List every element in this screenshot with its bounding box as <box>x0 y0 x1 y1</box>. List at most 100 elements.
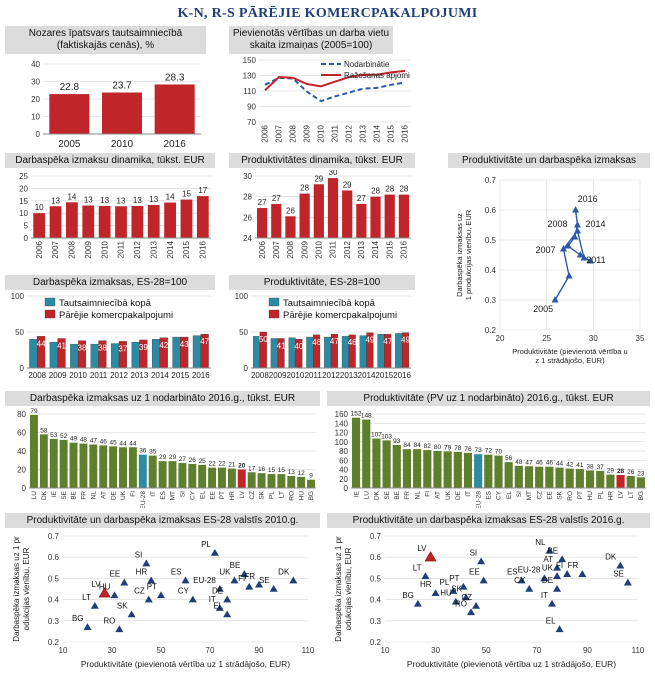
point-label: FI <box>238 574 245 583</box>
point-label: RO <box>455 599 467 608</box>
data-label: 48 <box>80 437 88 444</box>
data-point <box>572 206 580 213</box>
data-label: 9 <box>309 473 313 480</box>
x-tick-label: 2012 <box>322 371 340 380</box>
y-tick-label: 50 <box>15 328 24 337</box>
x-tick-label: SK <box>557 490 564 499</box>
x-tick-label: FR <box>404 491 411 500</box>
point-label: RO <box>103 616 115 625</box>
y-tick-label: 0.2 <box>370 638 382 647</box>
x-tick-label: CZ <box>536 491 543 500</box>
data-label: 27 <box>258 198 267 207</box>
data-point <box>559 245 567 252</box>
data-point <box>461 593 470 601</box>
y-tick-label: 40 <box>17 447 26 456</box>
x-tick-label: 2010 <box>314 240 323 258</box>
data-label: 53 <box>50 432 58 439</box>
x-tick-label: 2008 <box>28 371 46 380</box>
y-tick-label: 150 <box>243 56 257 65</box>
x-tick-label: 2016 <box>192 371 210 380</box>
y-tick-label: 140 <box>335 419 349 428</box>
x-tick-label: ES <box>160 490 167 499</box>
data-point <box>144 595 153 603</box>
point-label: ES <box>507 568 518 577</box>
data-label: 47 <box>525 459 533 466</box>
chart-productivity-dyn: 24 26 28 30 27 27 26 28 29 30 29 27 28 28 28 2006 2007 20… <box>243 170 411 259</box>
data-label: 37 <box>597 464 605 471</box>
data-point <box>90 601 99 609</box>
data-label: 47 <box>90 438 98 445</box>
bar <box>484 454 493 488</box>
x-tick-label: FI <box>130 491 137 497</box>
data-point <box>540 574 549 582</box>
data-label: 27 <box>357 194 366 203</box>
data-label: 21 <box>228 462 236 469</box>
data-label: 38 <box>78 344 87 353</box>
point-label: SK <box>451 584 462 593</box>
bar <box>555 467 564 488</box>
data-label: 44 <box>37 339 46 348</box>
bar <box>382 440 391 488</box>
bar <box>164 202 176 238</box>
data-label: 16 <box>258 466 266 473</box>
x-tick-label: LT <box>628 491 635 498</box>
data-label: 49 <box>70 436 78 443</box>
bar <box>626 475 635 488</box>
y-tick-label: 0 <box>22 484 27 493</box>
x-tick-label: FR <box>81 491 88 500</box>
x-tick-label: 2011 <box>329 240 338 258</box>
x-tick-label: 110 <box>302 646 315 655</box>
chart-productivity-index: 0 50 100 50 2008 41 2009 40 2010 46 2011 47 2012 46 20… <box>235 292 412 380</box>
data-label: 148 <box>361 413 372 420</box>
x-tick-label: PL <box>597 491 604 499</box>
y-tick-label: 15 <box>19 197 28 206</box>
point-label: UK <box>219 568 231 577</box>
y-tick-label: 0.3 <box>485 296 497 305</box>
x-tick-label: LU <box>31 491 38 500</box>
bar <box>372 438 381 488</box>
point-label: CZ <box>461 593 472 602</box>
data-label: 26 <box>627 469 635 476</box>
bar <box>636 477 645 488</box>
bar <box>33 213 46 238</box>
y-axis-label: Darbaspēka izmaksas uz 1 pr <box>12 536 21 642</box>
chart-labour-cost-index: 0 50 100 44 2008 41 2009 38 2010 38 2011 37 2012 39 20… <box>11 292 211 380</box>
x-tick-label: HU <box>587 491 594 501</box>
data-label: 17 <box>248 465 256 472</box>
x-tick-label: LV <box>618 490 625 498</box>
y-tick-label: 0 <box>344 484 349 493</box>
x-tick-label: EE <box>209 490 216 499</box>
bar <box>398 194 410 238</box>
point-label: 2016 <box>578 194 598 204</box>
y-tick-label: 26 <box>243 213 252 222</box>
data-label: 79 <box>30 408 38 415</box>
data-label: 72 <box>485 448 493 455</box>
x-axis-label: Produktivitāte (pievienotā vērtība uz 1 … <box>81 659 290 669</box>
x-tick-label: 2011 <box>90 371 108 380</box>
point-label: PL <box>440 578 450 587</box>
data-label: 46 <box>536 460 544 467</box>
x-tick-label: PT <box>219 491 226 499</box>
y-tick-label: 60 <box>17 429 26 438</box>
data-label: 41 <box>576 462 584 469</box>
x-tick-label: CZ <box>249 491 256 500</box>
data-label: 28 <box>371 187 380 196</box>
y-axis-label: 1 produkcijas vienību, EUR <box>464 209 473 300</box>
bar <box>99 445 108 488</box>
bar <box>98 206 111 238</box>
bar <box>277 474 286 488</box>
point-label: BG <box>72 614 84 623</box>
bar <box>392 444 401 488</box>
x-tick-label: DE <box>110 490 117 500</box>
data-point <box>421 572 430 580</box>
point-label: EE <box>469 568 480 577</box>
data-label: 13 <box>100 196 109 205</box>
x-tick-label: 2009 <box>84 240 93 258</box>
bar <box>285 216 296 238</box>
y-tick-label: 0.7 <box>370 532 382 541</box>
chart-labour-cost-index-title: Darbaspēka izmaksas, ES-28=100 <box>5 275 215 290</box>
y-tick-label: 0.6 <box>48 553 60 562</box>
